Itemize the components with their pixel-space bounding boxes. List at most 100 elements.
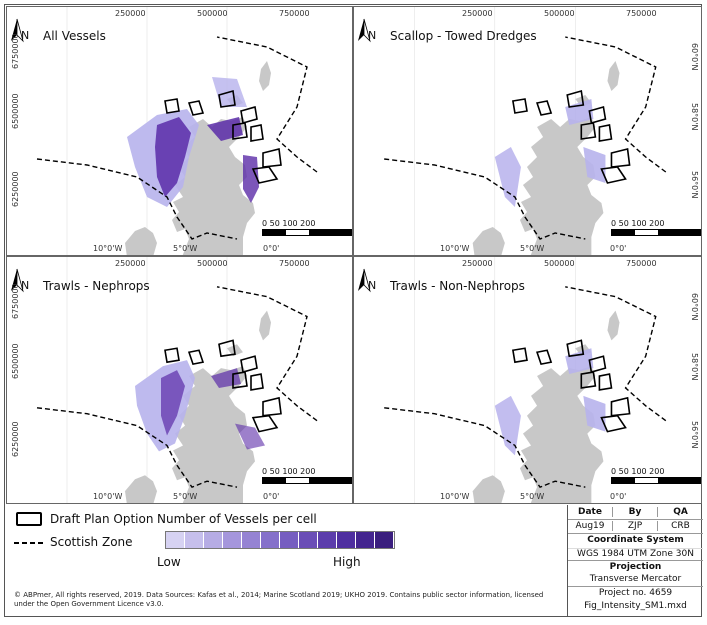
easting-tick-label: 500000 (197, 259, 228, 268)
draft-plan-option (588, 355, 607, 374)
map-canvas (384, 257, 667, 503)
intensity-east (235, 423, 265, 450)
draft-plan-option (610, 396, 631, 417)
projection-value: Transverse Mercator (589, 574, 682, 584)
scottish-zone-line (384, 286, 667, 488)
map-canvas (36, 257, 318, 503)
draft-plan-option (251, 414, 279, 433)
longitude-tick-label: 0°0' (263, 492, 280, 501)
longitude-tick-label: 0°0' (263, 244, 280, 253)
easting-tick-label: 750000 (279, 9, 310, 18)
scotland-landmass (172, 366, 255, 503)
latitude-tick-label: 60°0'N (690, 293, 699, 321)
longitude-tick-label: 10°0'W (93, 244, 123, 253)
credit-text: © ABPmer, All rights reserved, 2019. Dat… (14, 591, 544, 608)
north-arrow-icon (358, 268, 371, 293)
draft-plan-option (164, 347, 180, 364)
map-canvas (384, 7, 667, 255)
draft-plan-option (580, 371, 597, 389)
intensity-east (583, 147, 606, 183)
draft-plan-option (187, 100, 205, 116)
easting-tick-label: 750000 (626, 259, 657, 268)
easting-tick-label: 750000 (279, 259, 310, 268)
file-name: Fig_Intensity_SM1.mxd (584, 601, 687, 611)
ramp-cell (337, 532, 356, 548)
easting-tick-label: 250000 (462, 259, 493, 268)
draft-plan-option (598, 124, 613, 142)
draft-plan-option (600, 166, 627, 184)
coordinate-system-value: WGS 1984 UTM Zone 30N (568, 548, 703, 559)
latitude-tick-label: 56°0'N (690, 171, 699, 199)
scale-bar: 0 50 100 200 km (611, 467, 701, 484)
scotland-landmass (519, 117, 604, 255)
ireland-landmass (472, 475, 505, 503)
north-label: N (21, 279, 30, 292)
north-arrow-icon (11, 18, 24, 43)
draft-plan-option (566, 89, 585, 108)
ramp-low-label: Low (157, 555, 181, 569)
scale-bar: 0 50 100 200 km (262, 219, 352, 236)
title-block: Date By QA Aug19 ZJP CRB Coordinate Syst… (567, 505, 703, 617)
date-header: Date (568, 507, 613, 517)
draft-plan-option (598, 373, 613, 391)
draft-plan-option (218, 89, 236, 108)
easting-tick-label: 250000 (115, 9, 146, 18)
draft-plan-option (240, 105, 258, 125)
longitude-tick-label: 0°0' (610, 492, 627, 501)
draft-plan-option (187, 349, 205, 366)
north-arrow-icon (11, 268, 24, 293)
ramp-cell (261, 532, 280, 548)
scottish-zone-swatch (14, 542, 46, 544)
shetland-landmass (259, 61, 271, 91)
longitude-tick-label: 5°0'W (173, 244, 198, 253)
ramp-cell (185, 532, 204, 548)
ireland-landmass (125, 227, 157, 255)
ramp-cell (299, 532, 318, 548)
longitude-tick-label: 10°0'W (440, 492, 470, 501)
ireland-landmass (472, 227, 505, 255)
qa-value: CRB (671, 521, 690, 531)
draft-plan-option (232, 371, 248, 389)
draft-plan-option (218, 339, 236, 358)
draft-plan-option (511, 98, 528, 114)
draft-plan-option (580, 122, 597, 140)
scottish-zone-line (384, 36, 667, 240)
intensity-moray (565, 348, 594, 375)
draft-plan-option (511, 347, 528, 364)
longitude-tick-label: 10°0'W (93, 492, 123, 501)
longitude-tick-label: 0°0' (610, 244, 627, 253)
draft-plan-swatch (16, 512, 42, 526)
map-panel: N Trawls - Nephrops 250000 500000 750000 1… (6, 256, 353, 504)
scale-bar: 0 50 100 200 km (262, 467, 352, 484)
northing-tick-label: 6250000 (11, 171, 20, 207)
longitude-tick-label: 5°0'W (520, 492, 545, 501)
easting-tick-label: 250000 (115, 259, 146, 268)
projection-header: Projection (609, 562, 662, 572)
intensity-east (243, 155, 259, 203)
easting-tick-label: 250000 (462, 9, 493, 18)
qa-header: QA (673, 507, 688, 517)
intensity-east (583, 395, 606, 432)
by-header: By (613, 507, 658, 517)
scottish-zone-line (36, 36, 318, 240)
intensity-west-core (155, 117, 191, 197)
latitude-tick-label: 58°0'N (690, 103, 699, 131)
scale-bar: 0 50 100 200 km (611, 219, 701, 236)
panel-title: All Vessels (43, 29, 106, 43)
draft-plan-option (566, 339, 585, 358)
ramp-cell (375, 532, 394, 548)
ramp-cell (242, 532, 261, 548)
draft-plan-option (262, 396, 282, 417)
ireland-landmass (125, 475, 157, 503)
ramp-cell (223, 532, 242, 548)
draft-plan-option (232, 122, 248, 140)
ramp-cell (204, 532, 223, 548)
intensity-west (494, 147, 521, 207)
scale-bar-labels: 0 50 100 200 (262, 467, 316, 476)
easting-tick-label: 500000 (197, 9, 228, 18)
longitude-tick-label: 5°0'W (173, 492, 198, 501)
ramp-cell (356, 532, 375, 548)
intensity-ramp (165, 531, 395, 549)
shetland-landmass (607, 61, 620, 91)
ramp-cell (280, 532, 299, 548)
